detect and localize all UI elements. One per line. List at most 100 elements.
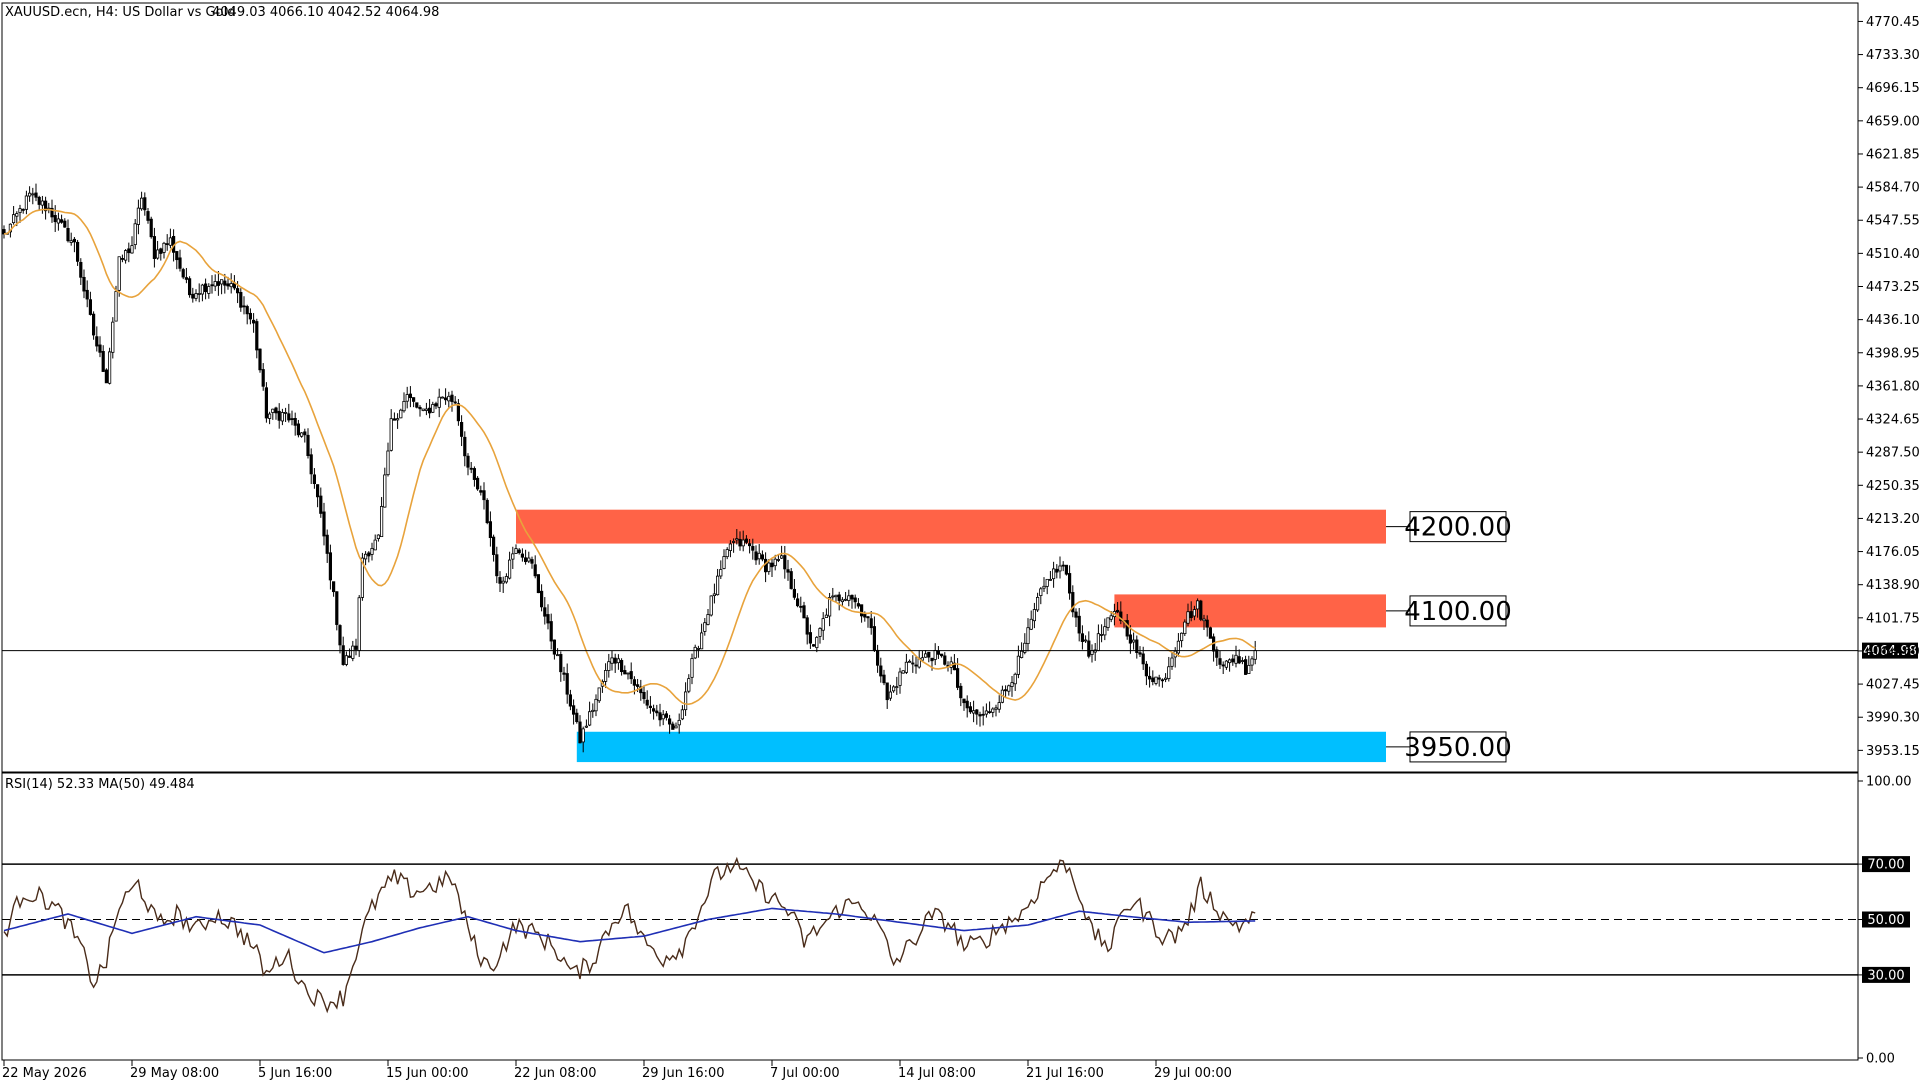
candle [581, 726, 585, 753]
candle [978, 711, 982, 727]
candle [1026, 618, 1030, 652]
candle [1058, 556, 1062, 579]
candle [680, 705, 685, 721]
candle [485, 498, 489, 525]
candle [821, 612, 825, 641]
candle [1208, 626, 1212, 639]
rsi-tick-label: 30.00 [1867, 968, 1904, 983]
candle [1151, 670, 1155, 686]
candle [507, 551, 512, 580]
candle [434, 401, 438, 410]
price-tick-label: 4138.90 [1866, 578, 1920, 593]
time-tick-label: 5 Jun 16:00 [258, 1066, 332, 1080]
price-tick-label: 4770.45 [1866, 15, 1920, 30]
candle [1154, 676, 1158, 686]
candle [674, 722, 678, 729]
price-tick-label: 4696.15 [1866, 81, 1920, 96]
price-tick-label: 4584.70 [1866, 181, 1920, 196]
candle [335, 591, 339, 631]
candle [1228, 658, 1232, 672]
candle [808, 624, 813, 649]
candle [668, 714, 672, 734]
candle [424, 402, 429, 416]
candle [331, 581, 336, 597]
sr-zones: 4200.00 4100.00 3950.00 [516, 509, 1512, 763]
candle [53, 205, 57, 232]
candle [684, 682, 688, 716]
candle [76, 239, 80, 266]
candle [920, 650, 925, 661]
zone-4100.00: 4100.00 [1114, 594, 1512, 628]
candle [392, 412, 397, 421]
candle [754, 545, 758, 565]
rsi-tick-label: 50.00 [1867, 913, 1904, 928]
candle [709, 595, 713, 617]
candle [357, 595, 361, 657]
candlesticks [2, 183, 1257, 753]
candle [1160, 678, 1164, 688]
candle [101, 345, 105, 372]
candle [319, 487, 323, 518]
candle [591, 703, 595, 718]
candle [219, 279, 224, 295]
candle [1045, 578, 1049, 595]
candle [399, 408, 403, 419]
candle [770, 558, 774, 578]
candle [1157, 674, 1161, 687]
price-tick-label: 4659.00 [1866, 114, 1920, 129]
candle [187, 276, 192, 298]
candle [568, 689, 573, 711]
candle [1186, 603, 1190, 627]
candle [203, 278, 208, 300]
candle [1240, 657, 1244, 665]
candle [1189, 601, 1193, 622]
candle [124, 249, 128, 264]
candle [677, 713, 681, 734]
candle [952, 654, 957, 671]
candle [648, 696, 653, 714]
candle [1077, 608, 1081, 642]
candle [1218, 650, 1222, 670]
candle [572, 699, 576, 725]
candle [379, 497, 384, 538]
candle [693, 644, 697, 660]
candle [988, 701, 992, 714]
candle [431, 401, 435, 414]
candle [363, 551, 368, 566]
candle [175, 251, 179, 270]
candle [213, 274, 217, 292]
candle [165, 234, 169, 251]
candle [85, 280, 89, 308]
candle [293, 412, 297, 436]
candle [82, 269, 86, 299]
candle [56, 212, 61, 231]
candle [344, 651, 349, 667]
candle [274, 406, 278, 420]
candle [488, 511, 493, 547]
candle [60, 214, 64, 224]
candle [546, 604, 550, 630]
candle [1231, 654, 1235, 666]
candle [706, 608, 710, 626]
candle [815, 636, 819, 653]
candle [136, 199, 140, 235]
candle [514, 544, 518, 554]
candle [411, 397, 416, 408]
candle [1180, 632, 1184, 648]
rsi-tick-label: 100.00 [1866, 775, 1912, 790]
price-tick-label: 4621.85 [1866, 147, 1920, 162]
candle [239, 288, 243, 312]
time-axis: 22 May 2026 29 May 08:00 5 Jun 16:00 15 Jun… [2, 1060, 1232, 1080]
candle [799, 596, 803, 613]
candle [200, 283, 204, 302]
candle [456, 399, 461, 426]
candle [872, 616, 877, 652]
candle [475, 476, 480, 491]
ohlc-readout: 4049.03 4066.10 4042.52 4064.98 [212, 5, 439, 20]
candle [306, 428, 310, 459]
price-tick-label: 4361.80 [1866, 379, 1920, 394]
candle [21, 208, 25, 214]
candle [524, 549, 528, 565]
candle [303, 428, 307, 443]
candle [152, 227, 156, 268]
